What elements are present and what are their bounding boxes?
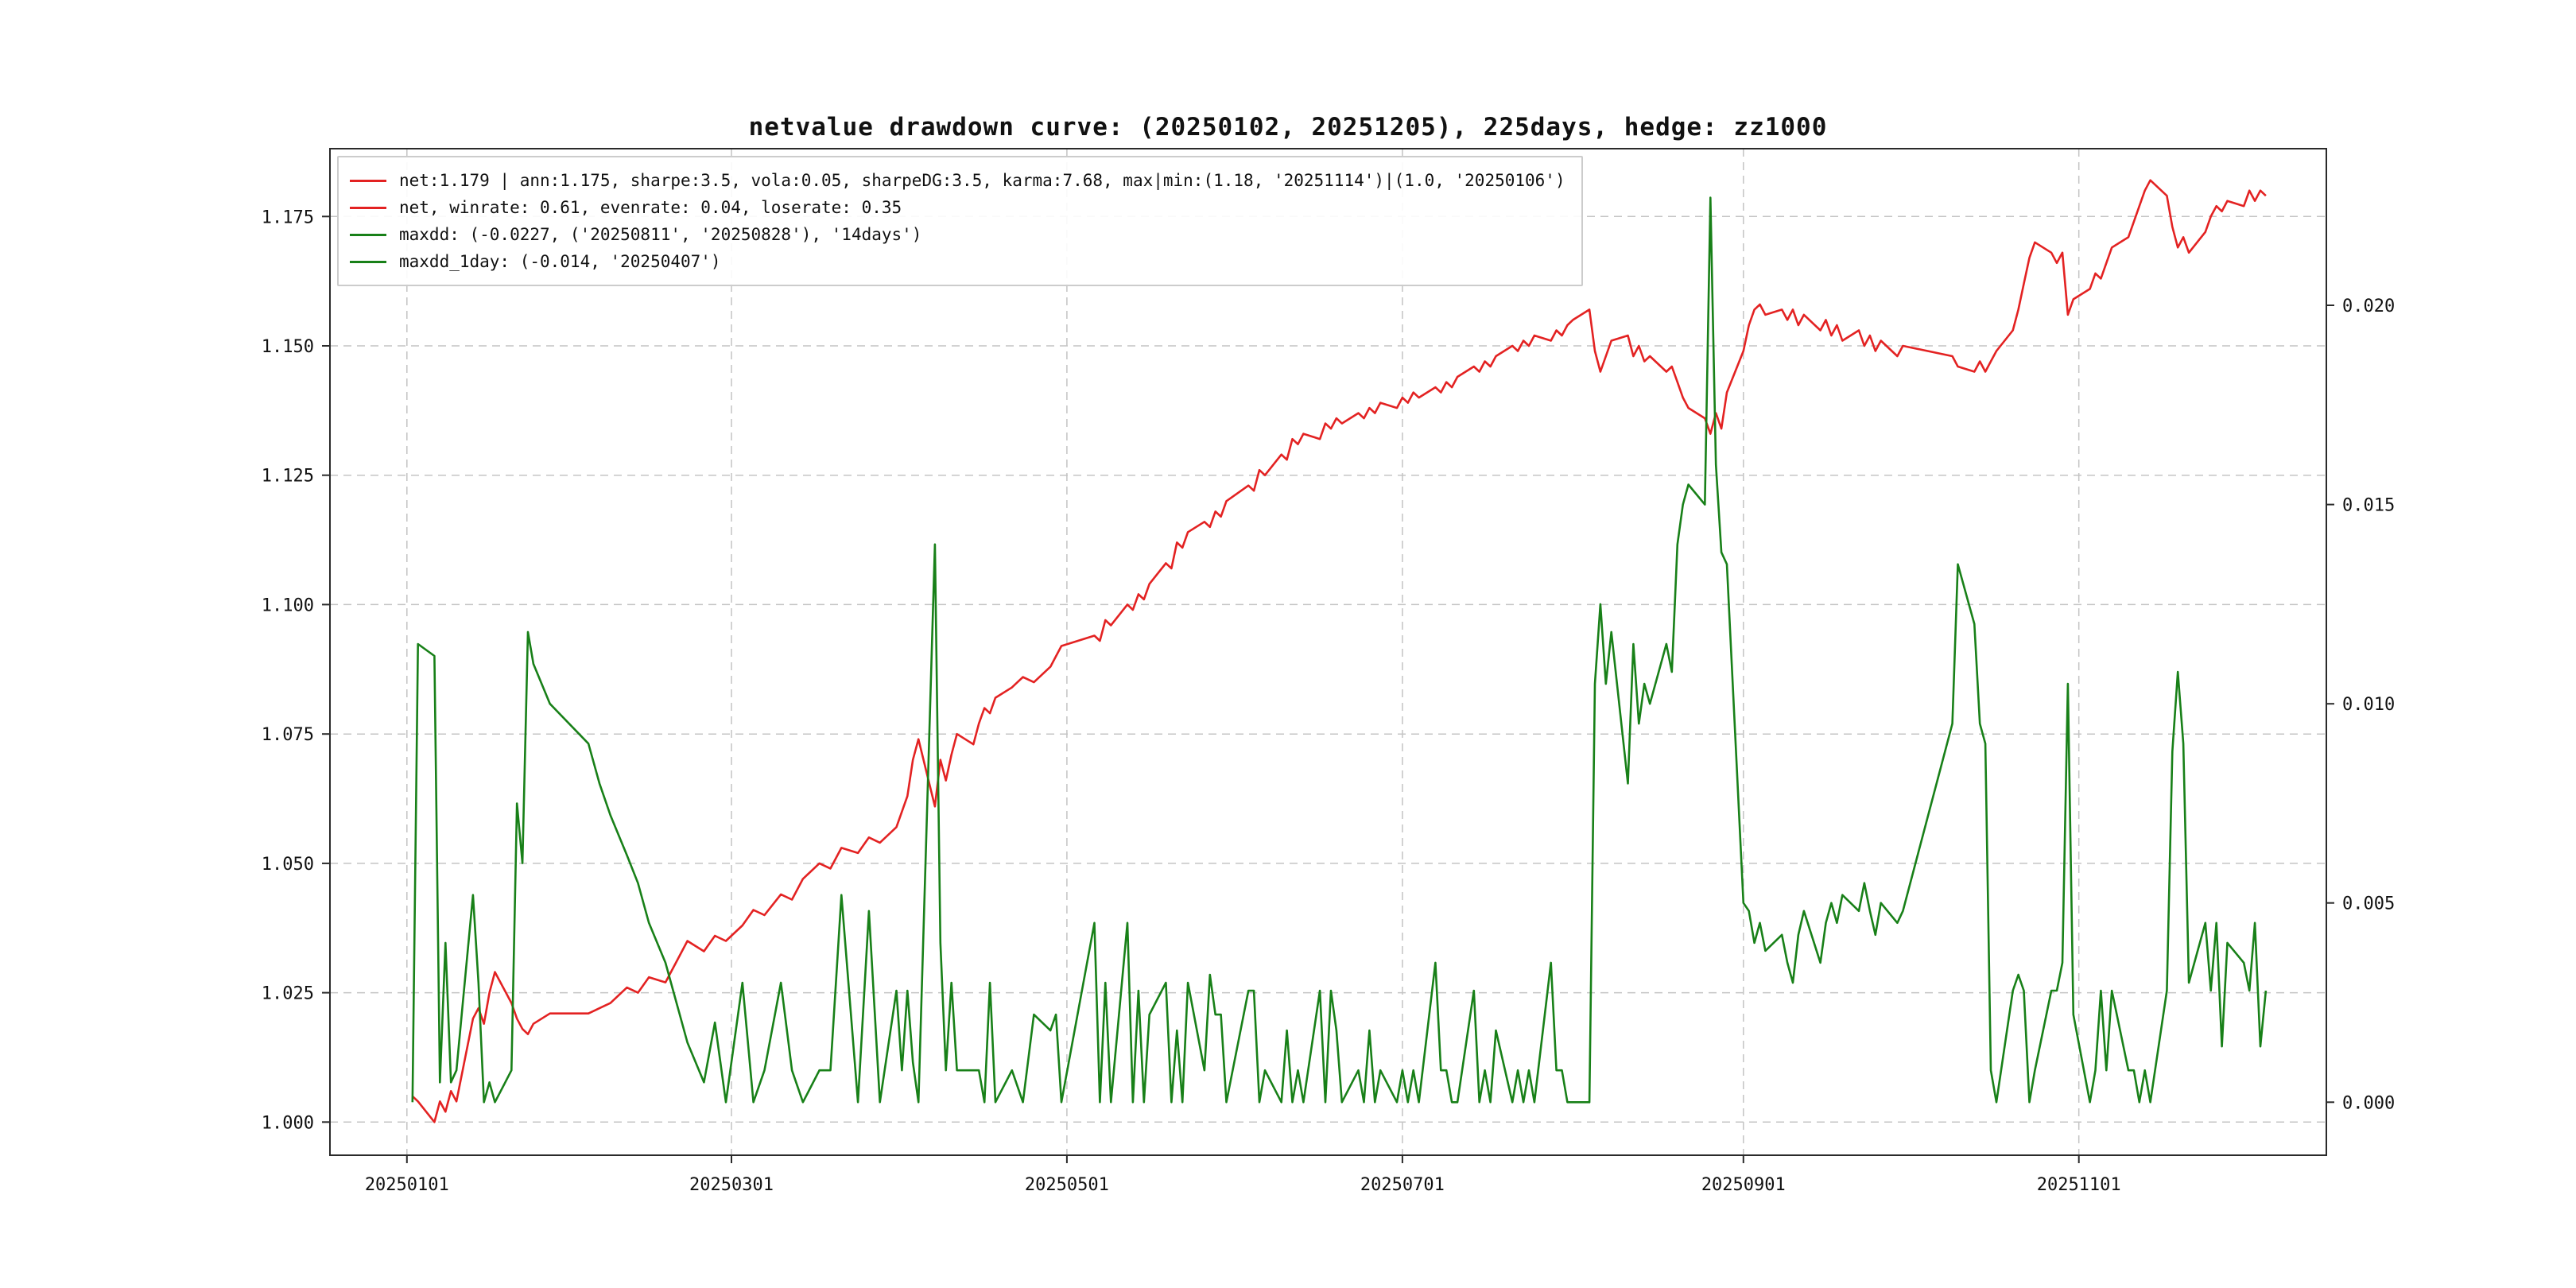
right-tick-label: 0.005: [2342, 894, 2395, 914]
left-tick-label: 1.025: [262, 984, 314, 1004]
left-tick-label: 1.100: [262, 596, 314, 615]
net-line-swatch: [350, 179, 386, 182]
legend-label: net, winrate: 0.61, evenrate: 0.04, lose…: [399, 198, 902, 217]
right-tick-label: 0.015: [2342, 496, 2395, 516]
x-tick-label: 20250901: [1701, 1175, 1786, 1195]
left-tick-label: 1.050: [262, 855, 314, 875]
left-tick-label: 1.000: [262, 1113, 314, 1133]
plot-border: [329, 148, 2327, 1156]
left-tick-label: 1.175: [262, 208, 314, 227]
left-tick-label: 1.150: [262, 337, 314, 357]
net-winrate-line-swatch: [350, 206, 386, 209]
right-tick-label: 0.020: [2342, 297, 2395, 316]
legend-item: net, winrate: 0.61, evenrate: 0.04, lose…: [350, 194, 1565, 221]
legend-label: maxdd: (-0.0227, ('20250811', '20250828'…: [399, 225, 922, 244]
maxdd-1day-line-swatch: [350, 260, 386, 263]
x-tick-label: 20250101: [365, 1175, 449, 1195]
x-tick-label: 20250501: [1025, 1175, 1109, 1195]
right-tick-label: 0.010: [2342, 695, 2395, 715]
x-tick-label: 20250301: [689, 1175, 774, 1195]
net-line: [411, 179, 2267, 1123]
legend-label: maxdd_1day: (-0.014, '20250407'): [399, 252, 721, 271]
x-tick-label: 20250701: [1360, 1175, 1445, 1195]
drawdown-line: [411, 196, 2268, 1104]
maxdd-line-swatch: [350, 233, 386, 236]
x-tick-label: 20251101: [2037, 1175, 2121, 1195]
chart-title: netvalue drawdown curve: (20250102, 2025…: [748, 113, 1828, 142]
legend-item: maxdd_1day: (-0.014, '20250407'): [350, 248, 1565, 275]
left-tick-label: 1.125: [262, 467, 314, 487]
left-tick-label: 1.075: [262, 725, 314, 745]
legend-label: net:1.179 | ann:1.175, sharpe:3.5, vola:…: [399, 171, 1565, 190]
legend-item: maxdd: (-0.0227, ('20250811', '20250828'…: [350, 221, 1565, 248]
legend-item: net:1.179 | ann:1.175, sharpe:3.5, vola:…: [350, 167, 1565, 194]
right-tick-label: 0.000: [2342, 1093, 2395, 1113]
legend: net:1.179 | ann:1.175, sharpe:3.5, vola:…: [337, 156, 1583, 286]
